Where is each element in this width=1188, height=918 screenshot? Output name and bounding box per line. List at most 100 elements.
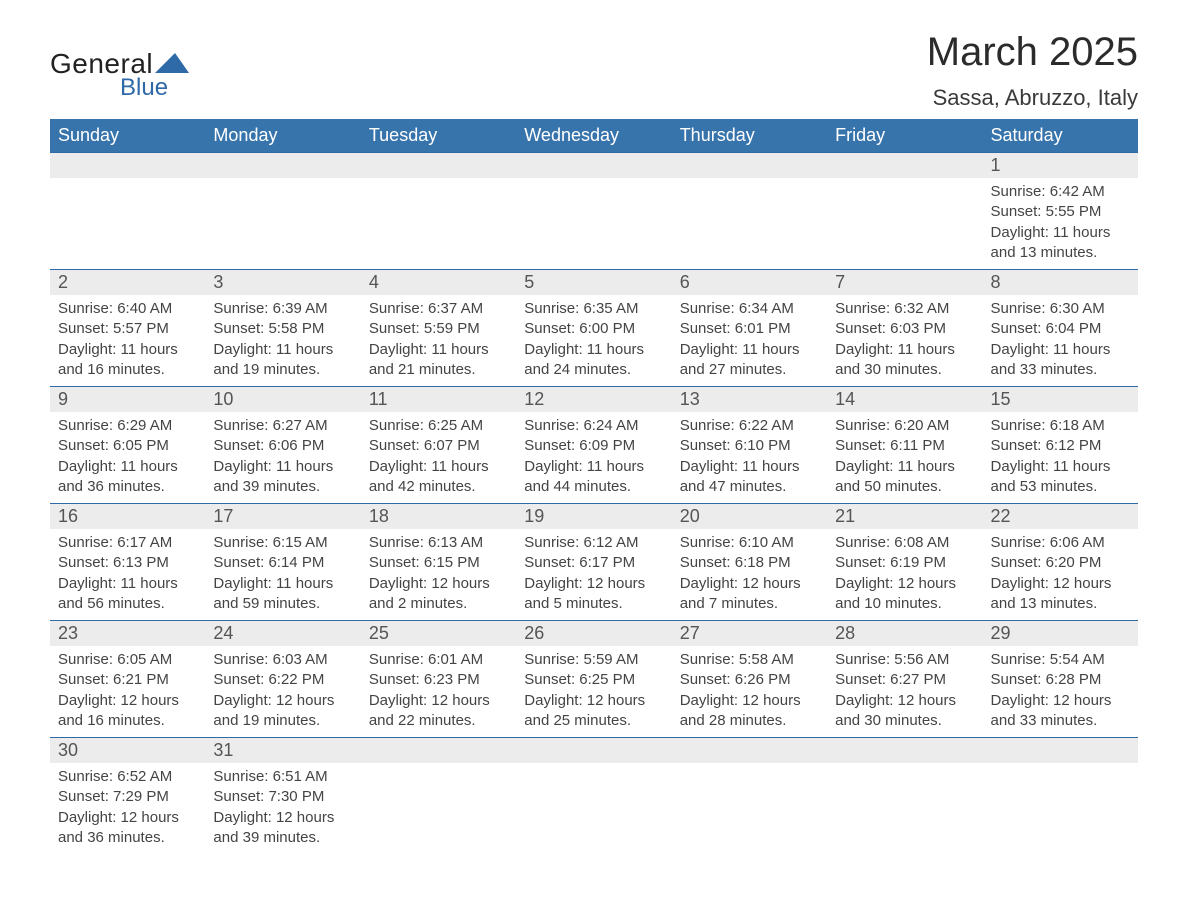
day-number-cell: 12: [516, 387, 671, 413]
day-number-cell: [50, 153, 205, 179]
day-detail-cell: Sunrise: 5:59 AMSunset: 6:25 PMDaylight:…: [516, 646, 671, 738]
daylight-text: Daylight: 12 hours and 28 minutes.: [680, 691, 819, 732]
sunset-text: Sunset: 6:22 PM: [213, 670, 352, 690]
day-number: 17: [213, 506, 233, 526]
sunrise-text: Sunrise: 6:39 AM: [213, 299, 352, 319]
day-number-cell: 30: [50, 738, 205, 764]
sunrise-text: Sunrise: 6:52 AM: [58, 767, 197, 787]
day-number-cell: 31: [205, 738, 360, 764]
day-number-cell: [672, 738, 827, 764]
col-sunday: Sunday: [50, 119, 205, 153]
sunrise-text: Sunrise: 6:42 AM: [991, 182, 1130, 202]
day-number: 26: [524, 623, 544, 643]
day-number: 20: [680, 506, 700, 526]
day-number-cell: 10: [205, 387, 360, 413]
logo-text-2: Blue: [120, 74, 168, 102]
day-detail-cell: [516, 178, 671, 270]
sunset-text: Sunset: 6:15 PM: [369, 553, 508, 573]
sunrise-text: Sunrise: 6:22 AM: [680, 416, 819, 436]
sunset-text: Sunset: 6:28 PM: [991, 670, 1130, 690]
day-number: 12: [524, 389, 544, 409]
day-detail-cell: Sunrise: 5:56 AMSunset: 6:27 PMDaylight:…: [827, 646, 982, 738]
day-number-cell: [361, 738, 516, 764]
day-number: 11: [369, 389, 388, 409]
day-detail-cell: Sunrise: 6:18 AMSunset: 6:12 PMDaylight:…: [983, 412, 1138, 504]
sunset-text: Sunset: 6:27 PM: [835, 670, 974, 690]
day-number-cell: 19: [516, 504, 671, 530]
day-number-cell: 1: [983, 153, 1138, 179]
sunset-text: Sunset: 6:26 PM: [680, 670, 819, 690]
sunrise-text: Sunrise: 5:56 AM: [835, 650, 974, 670]
day-number: 31: [213, 740, 233, 760]
page-subtitle: Sassa, Abruzzo, Italy: [927, 85, 1138, 111]
daylight-text: Daylight: 11 hours and 16 minutes.: [58, 340, 197, 381]
daylight-text: Daylight: 12 hours and 33 minutes.: [991, 691, 1130, 732]
day-detail-cell: Sunrise: 6:22 AMSunset: 6:10 PMDaylight:…: [672, 412, 827, 504]
day-number-cell: 21: [827, 504, 982, 530]
sunrise-text: Sunrise: 6:12 AM: [524, 533, 663, 553]
day-number: 6: [680, 272, 690, 292]
col-thursday: Thursday: [672, 119, 827, 153]
sunrise-text: Sunrise: 6:25 AM: [369, 416, 508, 436]
sunset-text: Sunset: 6:09 PM: [524, 436, 663, 456]
day-number-cell: 11: [361, 387, 516, 413]
day-number: 9: [58, 389, 68, 409]
sunrise-text: Sunrise: 6:08 AM: [835, 533, 974, 553]
day-number: 5: [524, 272, 534, 292]
day-detail-cell: Sunrise: 6:27 AMSunset: 6:06 PMDaylight:…: [205, 412, 360, 504]
sunset-text: Sunset: 6:07 PM: [369, 436, 508, 456]
day-detail-cell: Sunrise: 6:42 AMSunset: 5:55 PMDaylight:…: [983, 178, 1138, 270]
sunrise-text: Sunrise: 6:51 AM: [213, 767, 352, 787]
daylight-text: Daylight: 11 hours and 59 minutes.: [213, 574, 352, 615]
sunrise-text: Sunrise: 6:29 AM: [58, 416, 197, 436]
sunset-text: Sunset: 6:17 PM: [524, 553, 663, 573]
sunset-text: Sunset: 6:03 PM: [835, 319, 974, 339]
daylight-text: Daylight: 11 hours and 33 minutes.: [991, 340, 1130, 381]
daylight-text: Daylight: 11 hours and 27 minutes.: [680, 340, 819, 381]
day-detail-cell: Sunrise: 6:03 AMSunset: 6:22 PMDaylight:…: [205, 646, 360, 738]
day-number: 2: [58, 272, 68, 292]
day-detail-cell: Sunrise: 6:17 AMSunset: 6:13 PMDaylight:…: [50, 529, 205, 621]
day-detail-cell: Sunrise: 6:08 AMSunset: 6:19 PMDaylight:…: [827, 529, 982, 621]
day-number-cell: [361, 153, 516, 179]
day-detail-cell: Sunrise: 6:39 AMSunset: 5:58 PMDaylight:…: [205, 295, 360, 387]
day-number: 8: [991, 272, 1001, 292]
detail-row: Sunrise: 6:52 AMSunset: 7:29 PMDaylight:…: [50, 763, 1138, 854]
col-saturday: Saturday: [983, 119, 1138, 153]
day-number-cell: 29: [983, 621, 1138, 647]
day-number: 4: [369, 272, 379, 292]
day-detail-cell: Sunrise: 6:24 AMSunset: 6:09 PMDaylight:…: [516, 412, 671, 504]
daylight-text: Daylight: 12 hours and 22 minutes.: [369, 691, 508, 732]
daylight-text: Daylight: 12 hours and 25 minutes.: [524, 691, 663, 732]
sunset-text: Sunset: 6:25 PM: [524, 670, 663, 690]
sunset-text: Sunset: 6:13 PM: [58, 553, 197, 573]
day-number: 14: [835, 389, 855, 409]
day-number-cell: 20: [672, 504, 827, 530]
daynum-row: 23242526272829: [50, 621, 1138, 647]
day-number-cell: [516, 153, 671, 179]
day-detail-cell: Sunrise: 5:58 AMSunset: 6:26 PMDaylight:…: [672, 646, 827, 738]
day-number-cell: 15: [983, 387, 1138, 413]
sunrise-text: Sunrise: 6:17 AM: [58, 533, 197, 553]
sunset-text: Sunset: 6:23 PM: [369, 670, 508, 690]
calendar-table: Sunday Monday Tuesday Wednesday Thursday…: [50, 119, 1138, 854]
daylight-text: Daylight: 11 hours and 36 minutes.: [58, 457, 197, 498]
daynum-row: 9101112131415: [50, 387, 1138, 413]
sunset-text: Sunset: 6:01 PM: [680, 319, 819, 339]
day-number-cell: [516, 738, 671, 764]
day-detail-cell: Sunrise: 6:52 AMSunset: 7:29 PMDaylight:…: [50, 763, 205, 854]
day-number-cell: 26: [516, 621, 671, 647]
daylight-text: Daylight: 11 hours and 30 minutes.: [835, 340, 974, 381]
sunset-text: Sunset: 6:20 PM: [991, 553, 1130, 573]
day-detail-cell: Sunrise: 6:06 AMSunset: 6:20 PMDaylight:…: [983, 529, 1138, 621]
sunset-text: Sunset: 6:19 PM: [835, 553, 974, 573]
sunrise-text: Sunrise: 6:20 AM: [835, 416, 974, 436]
day-detail-cell: Sunrise: 6:10 AMSunset: 6:18 PMDaylight:…: [672, 529, 827, 621]
daylight-text: Daylight: 12 hours and 13 minutes.: [991, 574, 1130, 615]
day-number: 22: [991, 506, 1011, 526]
day-number-cell: 25: [361, 621, 516, 647]
day-number-cell: 14: [827, 387, 982, 413]
sunrise-text: Sunrise: 6:37 AM: [369, 299, 508, 319]
daylight-text: Daylight: 12 hours and 16 minutes.: [58, 691, 197, 732]
sunrise-text: Sunrise: 6:34 AM: [680, 299, 819, 319]
